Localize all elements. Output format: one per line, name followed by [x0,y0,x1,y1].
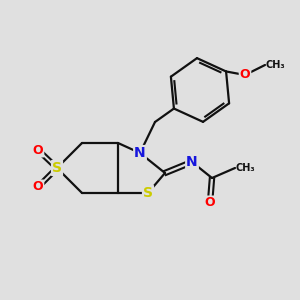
Text: O: O [240,68,250,82]
Text: O: O [33,181,43,194]
Text: CH₃: CH₃ [265,60,285,70]
Text: S: S [52,161,62,175]
Text: O: O [33,143,43,157]
Text: S: S [143,186,153,200]
Text: N: N [134,146,146,160]
Text: CH₃: CH₃ [235,163,255,173]
Text: N: N [186,155,198,169]
Text: O: O [205,196,215,209]
